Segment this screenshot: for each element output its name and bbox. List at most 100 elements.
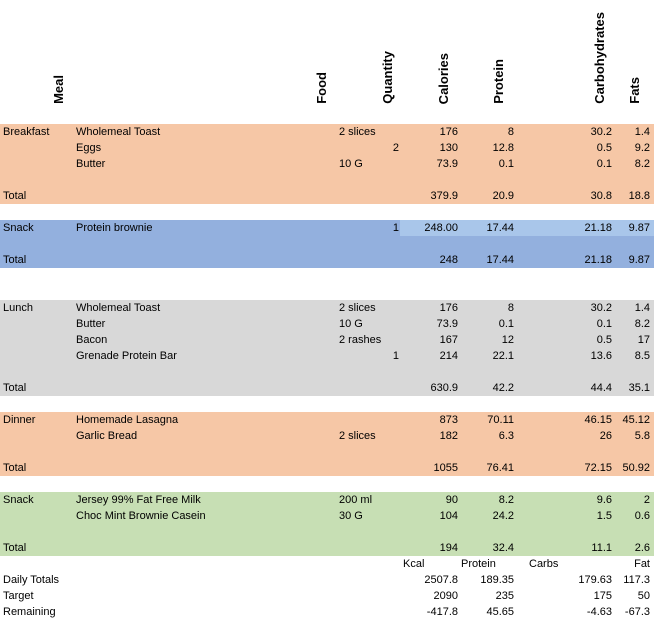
meal-label: Lunch (3, 302, 33, 314)
calories-total: 194 (439, 542, 458, 554)
quantity-number-cell (340, 332, 399, 348)
food-cell: Grenade Protein Bar (76, 350, 177, 362)
protein-cell: 8 (507, 302, 514, 314)
protein-cell: 0.1 (498, 158, 514, 170)
summary-fat: -67.3 (624, 606, 650, 618)
summary-row: Target 2090 235 175 50 (0, 588, 654, 604)
table-row: Eggs 2 130 12.8 0.5 9.2 (0, 140, 654, 156)
protein-total: 20.9 (492, 190, 514, 202)
quantity-cell: 2 slices (339, 126, 376, 138)
summary-header-row: Kcal Protein Carbs Fat (0, 556, 654, 572)
carbs-total: 44.4 (590, 382, 612, 394)
carbs-cell: 30.2 (590, 302, 612, 314)
carbs-total: 30.8 (590, 190, 612, 202)
fats-total: 9.87 (628, 254, 650, 266)
table-row: Grenade Protein Bar 1 214 22.1 13.6 8.5 (0, 348, 654, 364)
protein-cell: 6.3 (498, 430, 514, 442)
quantity-cell: 2 slices (339, 430, 376, 442)
quantity-cell: 200 ml (339, 494, 373, 506)
food-cell: Wholemeal Toast (76, 126, 161, 138)
fats-cell: 8.2 (634, 158, 650, 170)
fats-total: 18.8 (628, 190, 650, 202)
total-row: Total 1055 76.41 72.15 50.92 (0, 460, 654, 476)
calories-cell: 873 (439, 414, 458, 426)
quantity-cell: 10 G (339, 318, 363, 330)
quantity-number-cell (340, 412, 399, 428)
header-food: Food (314, 72, 329, 104)
summary-fat: 50 (637, 590, 650, 602)
calories-cell: 104 (439, 510, 458, 522)
calories-cell: 182 (439, 430, 458, 442)
dinner-section-band (0, 412, 654, 476)
table-row: Snack Protein brownie 1 248.00 17.44 21.… (0, 220, 654, 236)
summary-row-label: Target (3, 590, 34, 602)
summary-calories: -417.8 (426, 606, 458, 618)
quantity-number-cell (340, 428, 399, 444)
food-cell: Protein brownie (76, 222, 153, 234)
quantity-cell: 2 slices (339, 302, 376, 314)
total-label: Total (3, 462, 27, 474)
summary-kcal-label: Kcal (403, 558, 425, 570)
fats-total: 50.92 (622, 462, 650, 474)
carbs-cell: 1.5 (596, 510, 612, 522)
protein-total: 17.44 (486, 254, 514, 266)
summary-calories: 2090 (433, 590, 458, 602)
header-protein: Protein (491, 59, 506, 104)
summary-fat: 117.3 (623, 574, 650, 586)
meal-label: Dinner (3, 414, 36, 426)
fats-cell: 9.2 (634, 142, 650, 154)
lunch-section-band (0, 300, 654, 396)
protein-cell: 12.8 (492, 142, 514, 154)
column-header-row: Meal Food Quantity Calories Protein Carb… (0, 0, 654, 124)
carbs-cell: 21.18 (584, 222, 612, 234)
protein-cell: 70.11 (487, 414, 514, 426)
food-cell: Homemade Lasagna (76, 414, 179, 426)
summary-row-label: Daily Totals (3, 574, 60, 586)
fats-cell: 45.12 (622, 414, 650, 426)
carbs-cell: 0.1 (596, 318, 612, 330)
calories-cell: 73.9 (436, 158, 458, 170)
protein-cell: 24.2 (492, 510, 514, 522)
meal-label: Breakfast (3, 126, 50, 138)
carbs-cell: 30.2 (590, 126, 612, 138)
summary-carbs: -4.63 (586, 606, 612, 618)
calories-total: 379.9 (430, 190, 458, 202)
fats-cell: 17 (637, 334, 650, 346)
summary-protein: 189.35 (480, 574, 514, 586)
summary-row: Remaining -417.8 45.65 -4.63 -67.3 (0, 604, 654, 620)
summary-carbs: 179.63 (578, 574, 612, 586)
summary-carbs: 175 (593, 590, 612, 602)
protein-total: 32.4 (492, 542, 514, 554)
protein-cell: 8.2 (498, 494, 514, 506)
quantity-number-cell: 1 (392, 350, 399, 362)
food-cell: Butter (76, 158, 106, 170)
table-row: Snack Jersey 99% Fat Free Milk 200 ml 90… (0, 492, 654, 508)
total-row: Total 630.9 42.2 44.4 35.1 (0, 380, 654, 396)
fats-cell: 9.87 (628, 222, 650, 234)
header-carbohydrates: Carbohydrates (592, 12, 607, 104)
header-calories: Calories (436, 52, 451, 104)
total-row: Total 248 17.44 21.18 9.87 (0, 252, 654, 268)
table-row: Breakfast Wholemeal Toast 2 slices 176 8… (0, 124, 654, 140)
food-cell: Wholemeal Toast (76, 302, 161, 314)
calories-cell: 248.00 (424, 222, 458, 234)
carbs-total: 11.1 (591, 542, 612, 554)
calories-total: 1055 (433, 462, 458, 474)
quantity-number-cell (340, 156, 399, 172)
fats-cell: 1.4 (634, 302, 650, 314)
summary-carbs-label: Carbs (529, 558, 559, 570)
food-cell: Choc Mint Brownie Casein (76, 510, 206, 522)
protein-cell: 17.44 (486, 222, 514, 234)
fats-total: 2.6 (634, 542, 650, 554)
table-row: Butter 10 G 73.9 0.1 0.1 8.2 (0, 156, 654, 172)
fats-cell: 5.8 (634, 430, 650, 442)
total-row: Total 194 32.4 11.1 2.6 (0, 540, 654, 556)
summary-protein: 45.65 (486, 606, 514, 618)
summary-row: Daily Totals 2507.8 189.35 179.63 117.3 (0, 572, 654, 588)
fats-total: 35.1 (628, 382, 650, 394)
table-row: Lunch Wholemeal Toast 2 slices 176 8 30.… (0, 300, 654, 316)
table-row: Choc Mint Brownie Casein 30 G 104 24.2 1… (0, 508, 654, 524)
carbs-total: 21.18 (584, 254, 612, 266)
calories-cell: 176 (439, 126, 458, 138)
table-row: Butter 10 G 73.9 0.1 0.1 8.2 (0, 316, 654, 332)
